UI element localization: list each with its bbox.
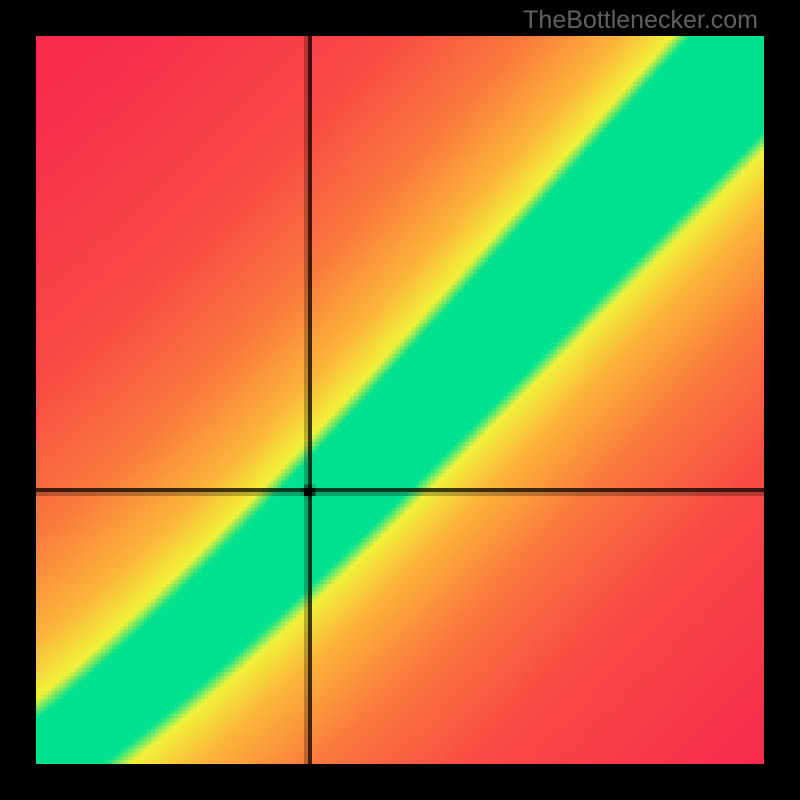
plot-area xyxy=(36,36,764,764)
figure-frame: TheBottlenecker.com xyxy=(0,0,800,800)
heatmap-canvas xyxy=(36,36,764,764)
watermark-text: TheBottlenecker.com xyxy=(523,6,758,35)
